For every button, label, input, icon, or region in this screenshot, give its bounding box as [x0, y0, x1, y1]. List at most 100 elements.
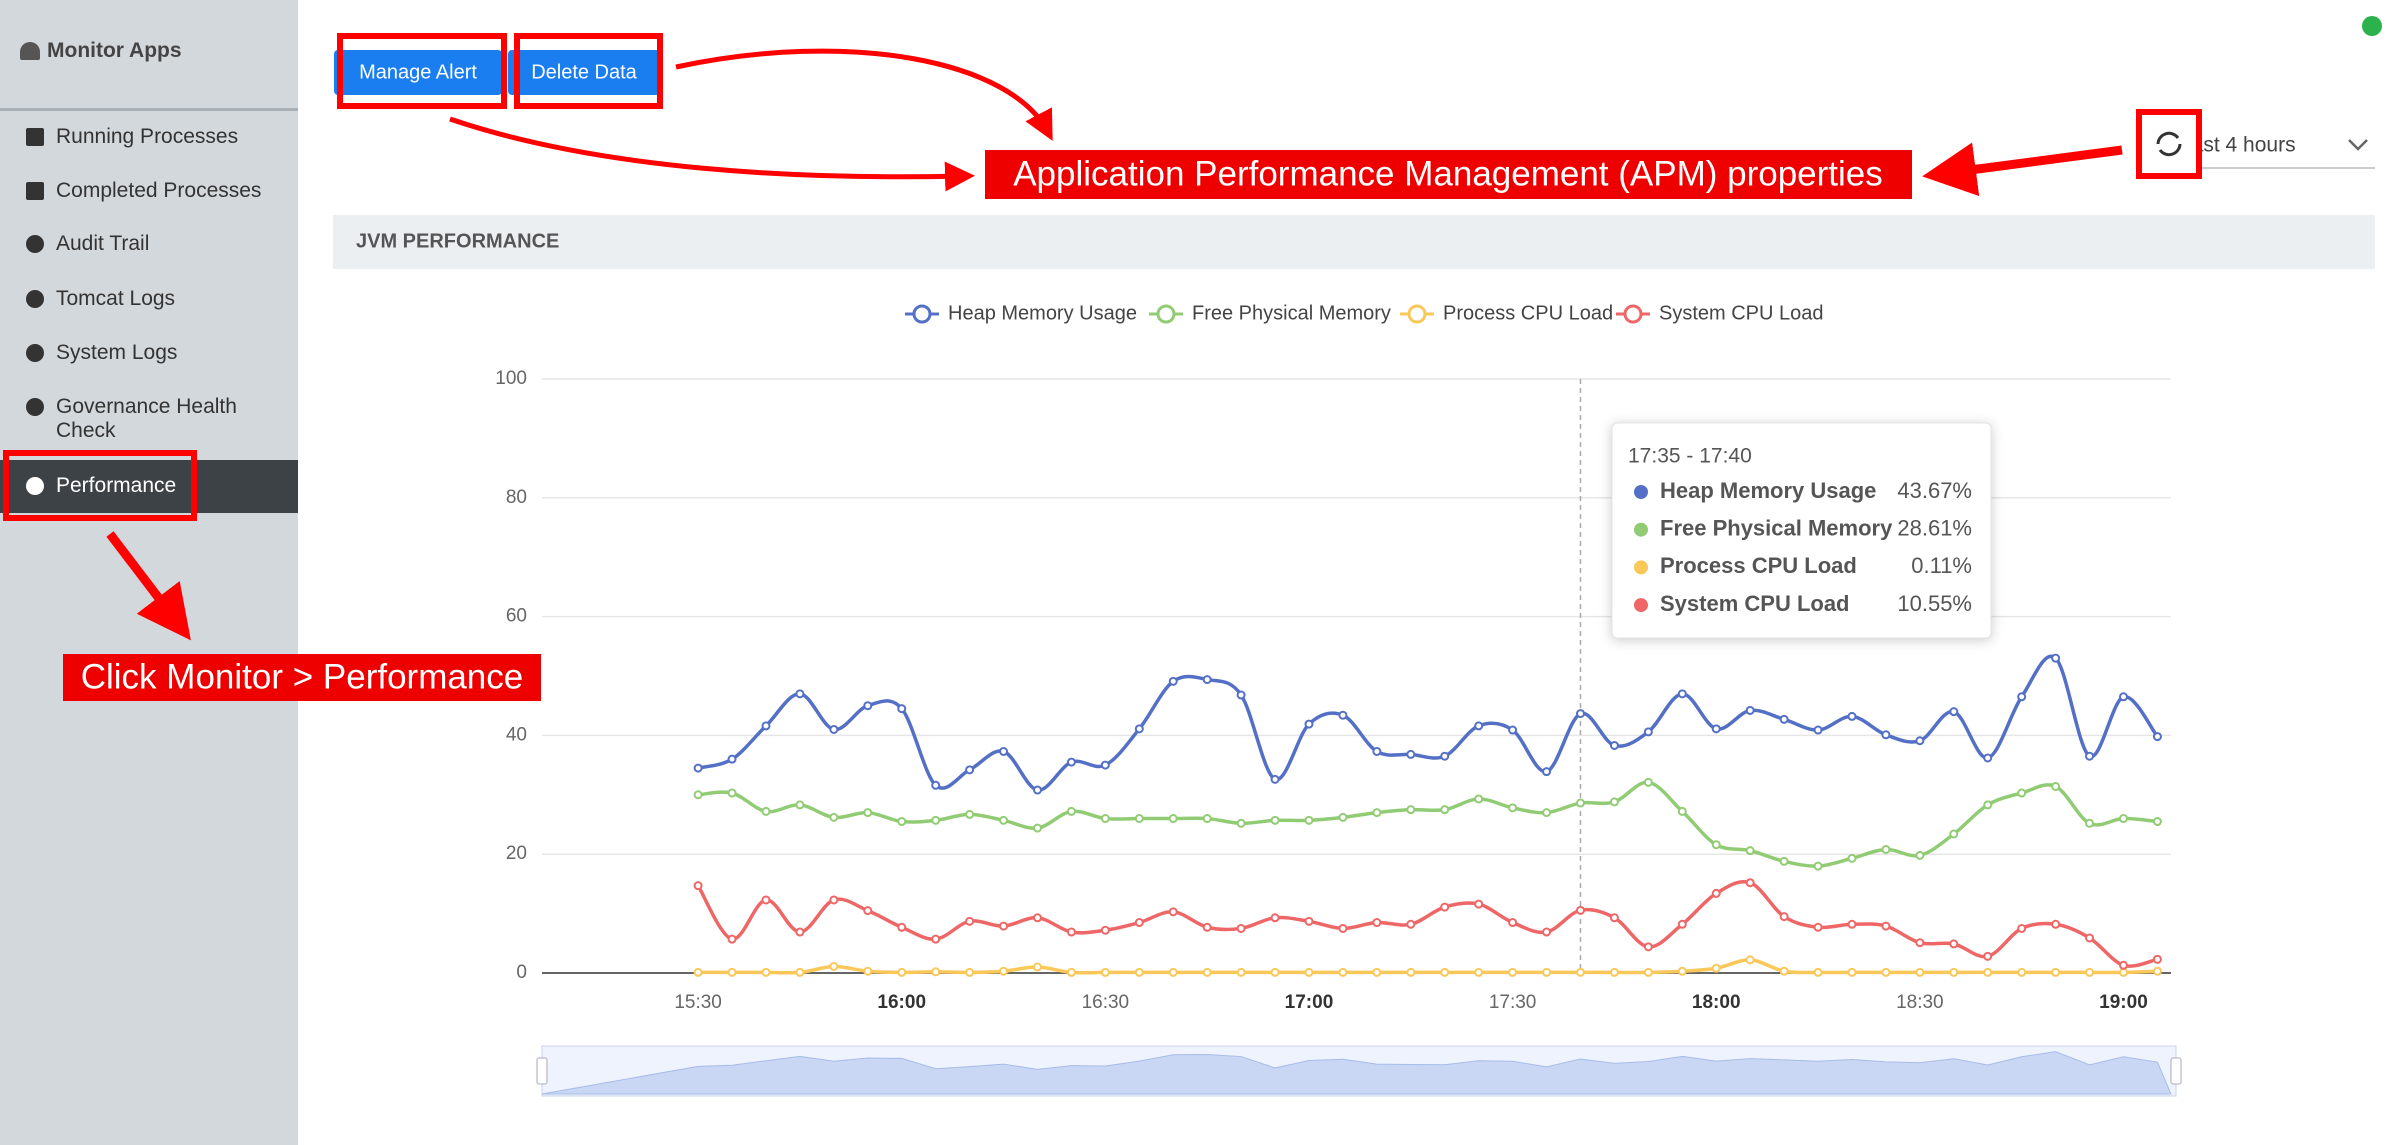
point	[1711, 888, 1721, 898]
nav-item[interactable]: System Logs	[56, 341, 178, 364]
point	[1474, 899, 1484, 909]
point	[931, 934, 941, 944]
manage-alert-button[interactable]	[334, 50, 502, 95]
nav-item[interactable]: Performance	[56, 474, 177, 497]
tooltip-value: 0.11%	[1911, 553, 1972, 578]
slider-handle[interactable]	[2170, 1057, 2182, 1085]
point	[1406, 749, 1416, 759]
legend-item[interactable]: Process CPU Load	[1400, 302, 1613, 324]
point	[965, 809, 975, 819]
button-label[interactable]: Delete Data	[531, 61, 637, 83]
point	[1779, 714, 1789, 724]
point	[1032, 962, 1042, 972]
point	[829, 895, 839, 905]
nav-item[interactable]: Tomcat Logs	[56, 287, 176, 310]
point	[1474, 794, 1484, 804]
y-tick-label: 80	[506, 487, 527, 508]
point	[1847, 853, 1857, 863]
x-tick-label: 16:30	[1082, 992, 1130, 1013]
refresh-button[interactable]	[2136, 109, 2202, 179]
point	[999, 815, 1009, 825]
point	[1745, 878, 1755, 888]
legend-swatch	[912, 304, 932, 324]
slider-handle[interactable]	[536, 1057, 548, 1085]
point	[1575, 709, 1585, 719]
point	[1745, 846, 1755, 856]
point	[1609, 797, 1619, 807]
separator	[0, 108, 298, 111]
point	[1372, 808, 1382, 818]
tooltip-value: 10.55%	[1897, 591, 1972, 616]
point	[897, 922, 907, 932]
point	[727, 967, 737, 977]
nav-item[interactable]: Running Processes	[56, 125, 239, 148]
time-range[interactable]: Last 4 hours	[2180, 134, 2296, 157]
point	[1100, 814, 1110, 824]
arrow	[675, 48, 1053, 141]
point	[1643, 967, 1653, 977]
nav-item[interactable]: Audit Trail	[56, 232, 150, 255]
point	[999, 746, 1009, 756]
point	[727, 934, 737, 944]
point	[1711, 724, 1721, 734]
point	[1406, 967, 1416, 977]
annotation-box	[63, 654, 541, 701]
point	[795, 689, 805, 699]
point	[1270, 967, 1280, 977]
series-line	[696, 880, 2158, 968]
point	[1100, 967, 1110, 977]
point	[1983, 951, 1993, 961]
point	[1134, 967, 1144, 977]
point	[1575, 967, 1585, 977]
nav-icon	[26, 344, 44, 362]
highlight-box	[337, 33, 507, 109]
point	[863, 906, 873, 916]
point	[1202, 922, 1212, 932]
point	[2017, 692, 2027, 702]
point	[1372, 918, 1382, 928]
nav-item[interactable]: Completed Processes	[56, 179, 262, 202]
point	[761, 967, 771, 977]
point	[2017, 788, 2027, 798]
y-tick-label: 20	[506, 843, 527, 864]
point	[965, 916, 975, 926]
point	[1202, 675, 1212, 685]
point	[2152, 817, 2162, 827]
point	[1677, 806, 1687, 816]
point	[829, 812, 839, 822]
button-label[interactable]: Manage Alert	[359, 61, 477, 83]
point	[965, 967, 975, 977]
nav-item[interactable]: Governance Health Check	[56, 395, 237, 442]
point	[1338, 967, 1348, 977]
point	[1032, 913, 1042, 923]
point	[999, 966, 1009, 976]
sidebar: Monitor Apps Running Processes Completed …	[0, 0, 298, 1145]
chevron[interactable]	[2348, 139, 2368, 151]
point	[1915, 736, 1925, 746]
nav-icon	[26, 128, 44, 146]
point	[693, 790, 703, 800]
panel-title: JVM PERFORMANCE	[356, 230, 559, 252]
point	[1779, 966, 1789, 976]
legend-item[interactable]: Heap Memory Usage	[905, 302, 1137, 324]
arrow	[449, 116, 975, 192]
delete-data-button[interactable]	[508, 50, 660, 95]
point	[1066, 757, 1076, 767]
point	[1304, 815, 1314, 825]
series-line	[697, 654, 2159, 792]
point	[1542, 808, 1552, 818]
point	[795, 967, 805, 977]
point	[1474, 967, 1484, 977]
tooltip-dot	[1634, 522, 1648, 537]
point	[1609, 967, 1619, 977]
tooltip-dot	[1634, 485, 1648, 499]
legend-item[interactable]: System CPU Load	[1616, 302, 1824, 324]
point	[1270, 815, 1280, 825]
point	[1304, 967, 1314, 977]
point	[1372, 967, 1382, 977]
refresh-icon[interactable]	[2156, 131, 2182, 157]
point	[1168, 967, 1178, 977]
legend-item[interactable]: Free Physical Memory	[1149, 302, 1391, 324]
point	[1542, 967, 1552, 977]
legend-label: Free Physical Memory	[1192, 302, 1391, 324]
